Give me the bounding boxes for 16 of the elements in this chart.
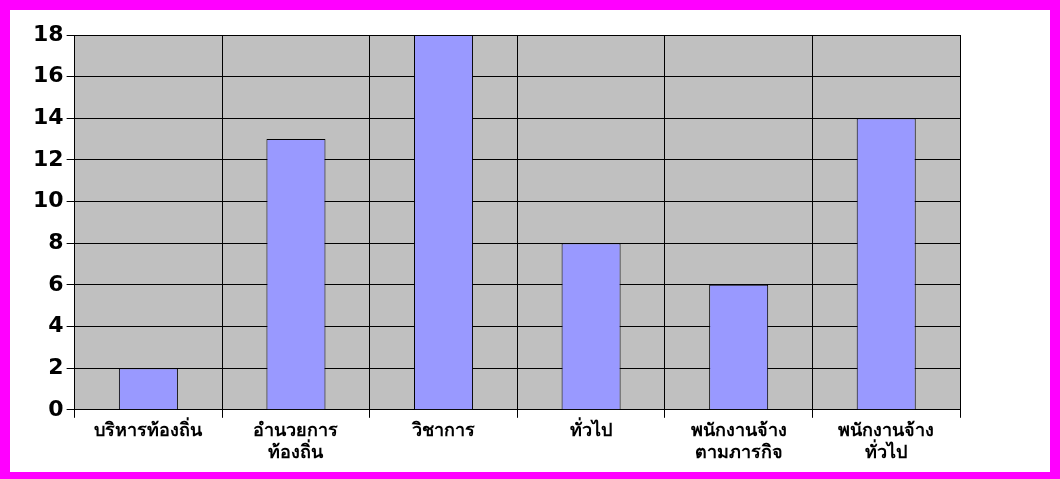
x-tick-label: อำนวยการ ท้องถิ่น xyxy=(253,419,339,462)
x-tick-label: บริหารท้องถิ่น xyxy=(94,417,204,441)
y-tick-label: 14 xyxy=(32,104,64,130)
y-tick-label: 16 xyxy=(32,62,64,88)
y-tick-label: 12 xyxy=(32,145,64,171)
x-tick-label: พนักงานจ้าง ทั่วไป xyxy=(838,419,935,462)
y-tick-label: 18 xyxy=(32,20,64,46)
y-tick-label: 6 xyxy=(48,270,64,296)
x-tick-label: พนักงานจ้าง ตามภารกิจ xyxy=(690,419,787,462)
y-tick-label: 10 xyxy=(32,187,64,213)
y-tick-label: 4 xyxy=(48,312,64,338)
y-tick-label: 2 xyxy=(48,353,64,379)
y-tick-label: 8 xyxy=(48,228,64,254)
x-tick-label: ทั่วไป xyxy=(570,417,613,441)
x-tick-label: วิชาการ xyxy=(411,419,476,441)
y-tick-label: 0 xyxy=(48,395,64,421)
